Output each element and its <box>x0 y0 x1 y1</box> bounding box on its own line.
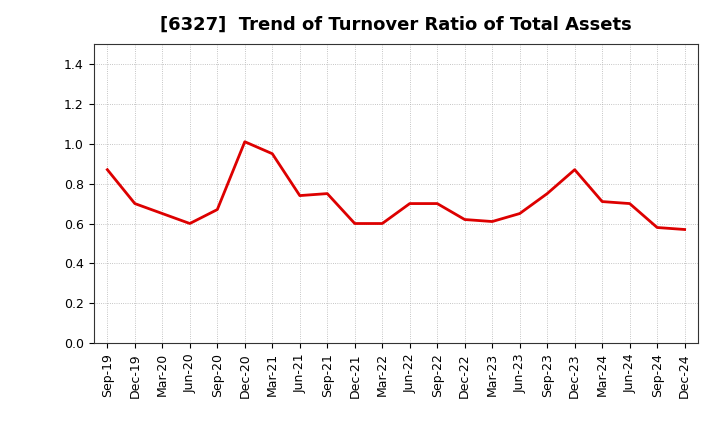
Title: [6327]  Trend of Turnover Ratio of Total Assets: [6327] Trend of Turnover Ratio of Total … <box>160 16 632 34</box>
